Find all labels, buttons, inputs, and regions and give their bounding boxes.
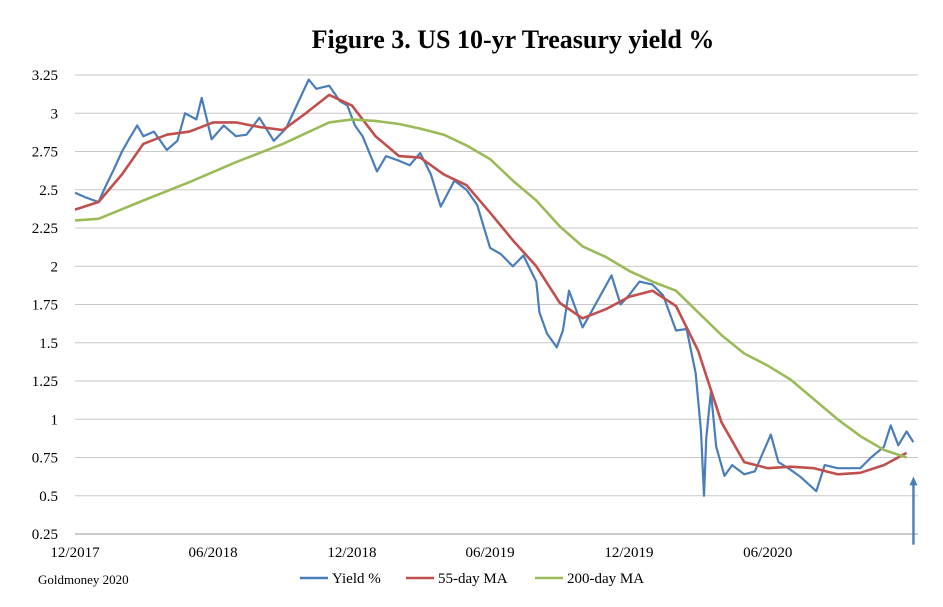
y-tick-label: 0.5 (39, 489, 58, 505)
legend-label-1: Yield % (332, 571, 381, 587)
y-tick-label: 1.25 (32, 374, 58, 390)
chart-title: Figure 3. US 10-yr Treasury yield % (312, 25, 715, 54)
x-tick-label: 12/2018 (327, 545, 376, 561)
legend-label-3: 200-day MA (567, 571, 644, 587)
y-axis-ticks: 3.25 3 2.75 2.5 2.25 2 1.75 1.5 1.25 1 0.75 0.5 0.25 (32, 68, 58, 543)
series-lines (74, 78, 918, 545)
legend: Yield % 55-day MA 200-day MA (300, 571, 644, 587)
arrow-head (909, 476, 918, 486)
y-tick-label: 1.5 (39, 336, 58, 352)
x-axis-ticks: 12/2017 06/2018 12/2018 06/2019 12/2019 06/20… (50, 545, 792, 561)
y-tick-label: 2.75 (32, 145, 58, 161)
y-tick-label: 3 (51, 106, 59, 122)
y-tick-label: 2.25 (32, 221, 58, 237)
x-tick-label: 06/2019 (465, 545, 514, 561)
y-tick-label: 2.5 (39, 183, 58, 199)
x-tick-label: 12/2019 (604, 545, 653, 561)
series-line-3 (74, 118, 908, 459)
y-tick-label: 2 (51, 259, 59, 275)
y-tick-label: 1 (51, 412, 59, 428)
y-tick-label: 1.75 (32, 298, 58, 314)
series-line-2 (74, 93, 908, 476)
gridlines (75, 74, 918, 535)
series-line-1 (74, 78, 915, 497)
y-tick-label: 0.25 (32, 527, 58, 543)
y-tick-label: 0.75 (32, 451, 58, 467)
x-tick-label: 06/2018 (189, 545, 238, 561)
source-note: Goldmoney 2020 (38, 572, 129, 587)
x-tick-label: 12/2017 (50, 545, 100, 561)
legend-label-2: 55-day MA (438, 571, 508, 587)
y-tick-label: 3.25 (32, 68, 58, 84)
x-tick-label: 06/2020 (743, 545, 792, 561)
